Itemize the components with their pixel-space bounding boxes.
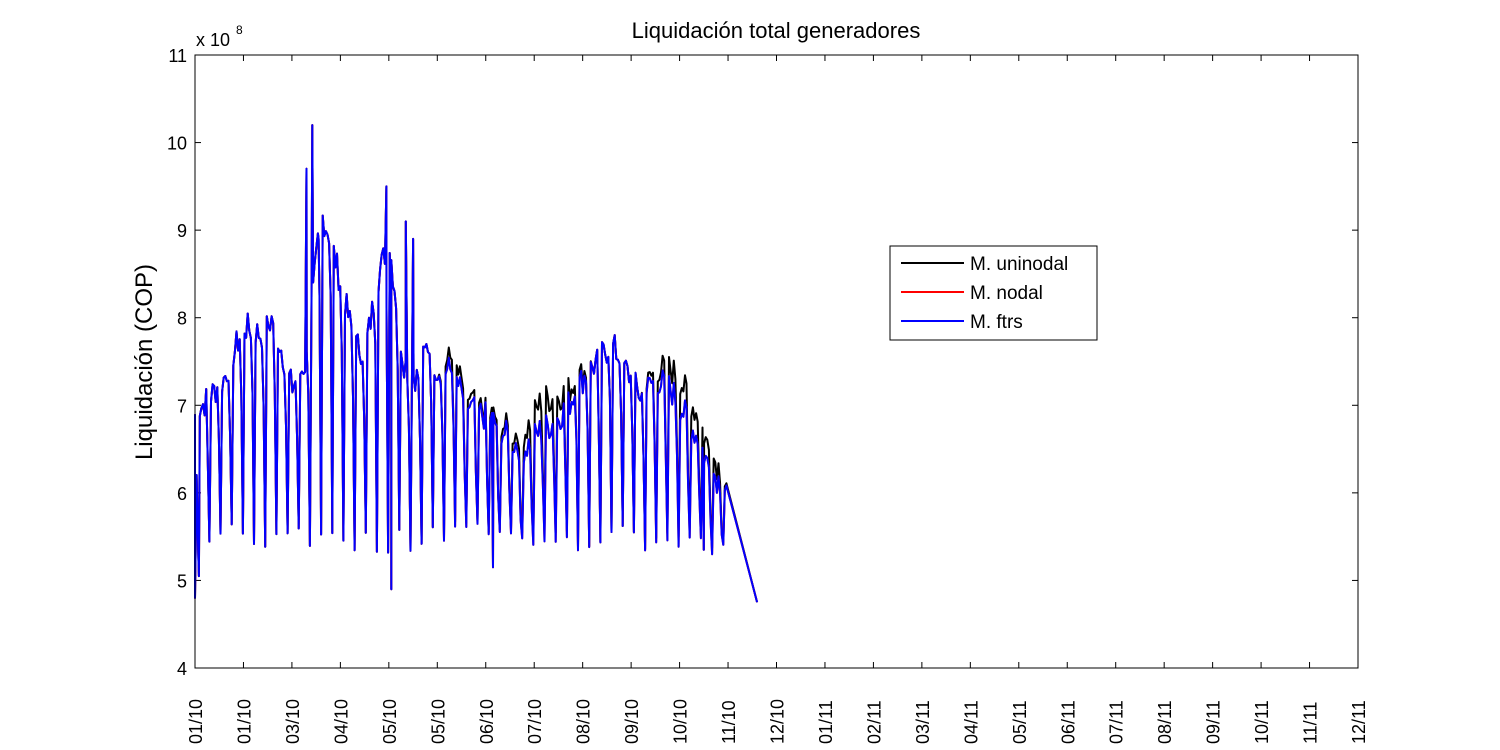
x-tick-label: 04/11 [961,700,981,744]
x-tick-label: 09/11 [1204,700,1224,744]
x-tick-label: 01/11 [816,700,836,744]
x-tick-label: 09/10 [622,699,642,744]
chart-title: Liquidación total generadores [632,18,921,43]
y-axis-label: Liquidación (COP) [131,264,158,460]
series-line-ftrs [194,124,759,603]
x-tick-label: 07/10 [525,699,545,744]
y-tick-label: 6 [177,484,187,504]
y-tick-label: 9 [177,221,187,241]
y-tick-label: 10 [167,134,187,154]
x-tick-label: 06/11 [1058,700,1078,744]
legend-label-ftrs: M. ftrs [970,312,1023,333]
x-tick-label: 08/10 [574,699,594,744]
x-tick-label: 03/11 [913,700,933,744]
x-tick-label: 05/10 [380,699,400,744]
y-tick-label: 7 [177,396,187,416]
x-tick-label: 05/11 [1010,700,1030,744]
y-tick-label: 5 [177,571,187,591]
series-lines [194,124,759,603]
x-tick-label: 11/11 [1301,702,1321,744]
x-tick-label: 11/10 [719,700,739,744]
plot-area-frame [194,54,1359,669]
legend: M. uninodal M. nodal M. ftrs [889,245,1098,341]
x-tick-label: 10/10 [671,699,691,744]
x-tick-label: 07/11 [1107,700,1127,744]
series-line-uninodal [194,124,759,603]
x-tick-label: 10/11 [1252,700,1272,744]
y-multiplier-exponent: 8 [236,23,243,37]
legend-label-nodal: M. nodal [970,283,1043,304]
x-tick-label: 12/10 [768,699,788,744]
y-axis-ticks: 4 5 6 7 8 9 10 11 [167,46,1358,679]
x-tick-label: 05/10 [428,699,448,744]
x-tick-label: 08/11 [1155,700,1175,744]
x-tick-label: 01/10 [186,699,206,744]
x-tick-label: 03/10 [283,699,303,744]
x-tick-label: 12/11 [1349,700,1369,744]
y-multiplier-label: x 10 [196,30,230,50]
x-tick-label: 06/10 [477,699,497,744]
y-tick-label: 11 [168,46,187,66]
y-tick-label: 8 [177,309,187,329]
y-tick-label: 4 [177,659,187,679]
legend-label-uninodal: M. uninodal [970,254,1068,275]
x-tick-label: 01/10 [234,699,254,744]
x-tick-label: 02/11 [864,700,884,744]
x-axis-ticks: 01/10 01/10 03/10 04/10 05/10 05/10 06/10 07/10… [186,55,1369,744]
x-tick-label: 04/10 [331,699,351,744]
